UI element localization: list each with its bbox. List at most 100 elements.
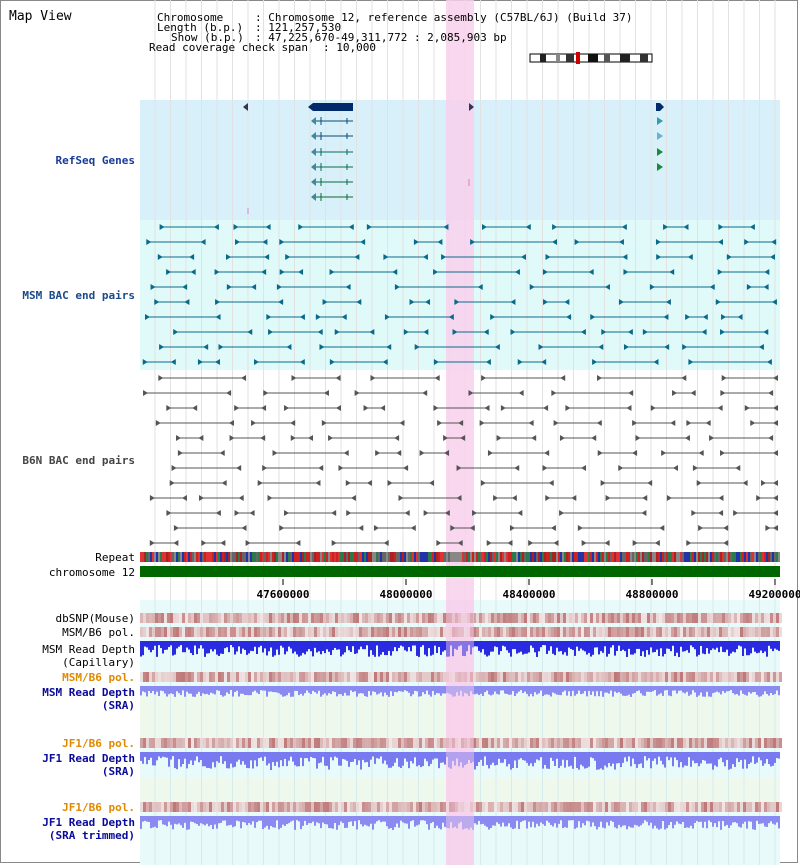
jf1-depth-trimmed-bar [646, 816, 648, 822]
msm-bac-pair-end [763, 329, 769, 335]
jf1-depth-bar [194, 752, 196, 761]
dbsnp-cell [275, 613, 278, 623]
track-label-b6n-bac[interactable]: B6N BAC end pairs [22, 454, 135, 467]
map-view-title: Map View [9, 9, 72, 24]
jf1-pol-2-cell [764, 802, 767, 812]
msm-depth-sra-bar [624, 686, 626, 696]
dbsnp-cell [287, 613, 290, 623]
jf1-pol-2-cell [305, 802, 308, 812]
msm-b6-pol-cell [458, 627, 461, 637]
msm-depth-capillary-bar [512, 641, 514, 650]
repeat-element [284, 552, 286, 562]
msm-depth-sra-bar [552, 686, 554, 693]
jf1-depth-bar [216, 752, 218, 762]
msm-depth-sra-bar [150, 686, 152, 694]
msm-depth-capillary-bar [298, 641, 300, 657]
jf1-depth-trimmed-bar [694, 816, 696, 823]
msm-depth-capillary-bar [692, 641, 694, 648]
b6n-bac-pair-end [468, 390, 474, 396]
msm-bac-pair-end [218, 344, 224, 350]
jf1-pol-2-cell [719, 802, 722, 812]
jf1-pol-cell [191, 738, 194, 748]
msm-depth-sra-bar [440, 686, 442, 696]
b6n-bac-pair-end [228, 420, 234, 426]
msm-depth-capillary-bar [400, 641, 402, 646]
jf1-pol-2-cell [614, 802, 617, 812]
jf1-depth-bar [736, 752, 738, 759]
jf1-depth-trimmed-bar [286, 816, 288, 825]
msm-depth-sra-bar [196, 686, 198, 694]
jf1-pol-2-cell [200, 802, 203, 812]
msm-b6-pol-cell [524, 627, 527, 637]
msm-b6-pol-cell [182, 627, 185, 637]
repeat-element [416, 552, 418, 562]
b6n-bac-pair-end [380, 405, 386, 411]
jf1-depth-bar [314, 752, 316, 759]
axis-tick-label: 49200000 [749, 588, 800, 601]
jf1-pol-cell [407, 738, 410, 748]
jf1-pol-cell [140, 738, 143, 748]
jf1-pol-2-cell [254, 802, 257, 812]
msm-depth-capillary-bar [620, 641, 622, 651]
jf1-depth-trimmed-bar [244, 816, 246, 823]
msm-bac-pair-end [329, 269, 335, 275]
msm-b6-pol-cell [464, 627, 467, 637]
jf1-depth-bar [588, 752, 590, 767]
ideogram-band [540, 54, 546, 62]
track-label-msm-bac[interactable]: MSM BAC end pairs [22, 289, 135, 302]
msm-depth-capillary-bar [402, 641, 404, 647]
msm-b6-pol-sra-cell [440, 672, 443, 682]
b6n-bac-pair-end [399, 420, 405, 426]
repeat-element [170, 552, 172, 562]
refseq-gene-arrow [308, 103, 313, 111]
repeat-element [736, 552, 738, 562]
jf1-depth-bar [414, 752, 416, 758]
dbsnp-cell [320, 613, 323, 623]
dbsnp-cell [560, 613, 563, 623]
msm-depth-capillary-bar [284, 641, 286, 655]
msm-depth-sra-bar [680, 686, 682, 691]
jf1-pol-cell [647, 738, 650, 748]
repeat-element [312, 552, 314, 562]
jf1-pol-cell [188, 738, 191, 748]
jf1-pol-cell [521, 738, 524, 748]
repeat-element [362, 552, 364, 562]
msm-depth-capillary-bar [268, 641, 270, 652]
dbsnp-cell [161, 613, 164, 623]
repeat-element [710, 552, 712, 562]
msm-depth-sra-bar [584, 686, 586, 692]
msm-bac-pair-end [265, 224, 271, 230]
repeat-element [302, 552, 304, 562]
msm-depth-sra-bar [330, 686, 332, 695]
repeat-element [266, 552, 268, 562]
jf1-depth-trimmed-bar [516, 816, 518, 821]
jf1-pol-cell [317, 738, 320, 748]
b6n-bac-pair-end [263, 390, 269, 396]
msm-b6-pol-cell [221, 627, 224, 637]
repeat-element [372, 552, 374, 562]
ideogram-band [640, 54, 648, 62]
msm-depth-sra-bar [214, 686, 216, 695]
jf1-depth-bar [284, 752, 286, 759]
repeat-element [316, 552, 318, 562]
msm-depth-sra-bar [304, 686, 306, 694]
track-label-refseq[interactable]: RefSeq Genes [55, 154, 135, 167]
msm-b6-pol-sra-cell [551, 672, 554, 682]
jf1-pol-2-cell [158, 802, 161, 812]
msm-depth-sra-bar [412, 686, 414, 695]
msm-depth-capillary-bar [310, 641, 312, 652]
msm-bac-pair-end [663, 224, 669, 230]
msm-b6-pol-cell [653, 627, 656, 637]
dbsnp-cell [191, 613, 194, 623]
jf1-pol-2-cell [437, 802, 440, 812]
msm-b6-pol-sra-cell [653, 672, 656, 682]
jf1-depth-trimmed-bar [560, 816, 562, 821]
msm-depth-capillary-bar [236, 641, 238, 652]
dbsnp-cell [638, 613, 641, 623]
jf1-pol-cell [500, 738, 503, 748]
dbsnp-cell [524, 613, 527, 623]
repeat-element [658, 552, 660, 562]
b6n-bac-pair-end [686, 420, 692, 426]
msm-b6-pol-cell [317, 627, 320, 637]
msm-b6-pol-sra-cell [422, 672, 425, 682]
